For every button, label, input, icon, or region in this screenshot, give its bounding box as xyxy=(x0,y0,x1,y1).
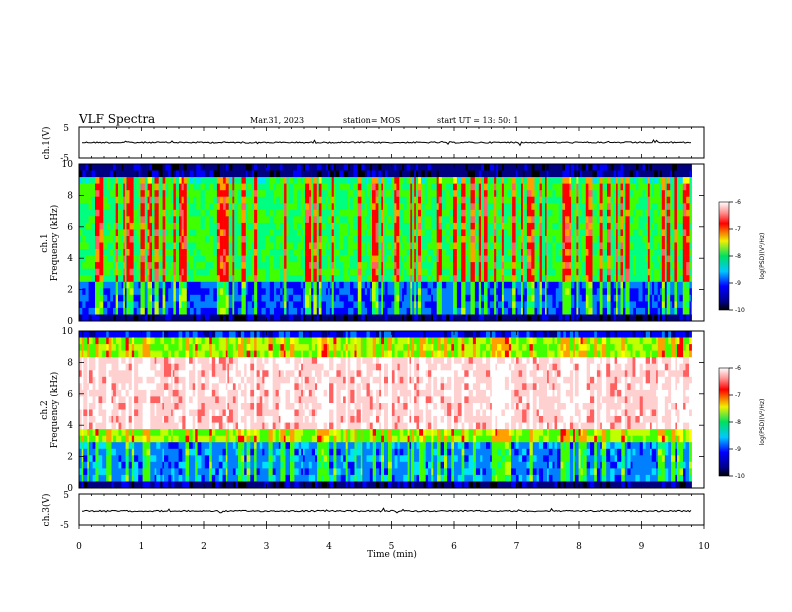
ch1-spectrogram-ytick-3: 6 xyxy=(67,223,73,233)
ch1-spectrogram-ytick-2: 4 xyxy=(67,254,73,264)
ch1-waveform-ylabel: ch.1(V) xyxy=(41,127,52,160)
ch3-waveform-panel: 5 -5 ch.3(V) xyxy=(41,491,705,531)
date-label: Mar.31, 2023 xyxy=(250,116,304,125)
ch3-waveform-ylabel: ch.3(V) xyxy=(41,494,52,527)
ch2-spectrogram-ytick-1: 2 xyxy=(67,453,73,463)
time-tick-label-3: 3 xyxy=(264,542,270,552)
ch2-spectrogram-cb-tick-3: -9 xyxy=(735,446,741,453)
ch1-spectrogram-ytick-1: 2 xyxy=(67,286,73,296)
ch1-spectrogram-cb-tick-1: -7 xyxy=(735,226,741,233)
ch2-spectrogram-cb-tick-4: -10 xyxy=(735,473,745,480)
ch1-spectrogram-cb-tick-2: -8 xyxy=(735,253,741,260)
ch2-spectrogram-ylabel: Frequency (kHz) xyxy=(49,372,60,449)
ch1-colorbar-scale xyxy=(718,201,730,311)
time-tick-label-7: 7 xyxy=(514,542,520,552)
ch2-colorbar-scale xyxy=(718,367,730,477)
ch2-spectrogram-cb-tick-0: -6 xyxy=(735,365,741,372)
ch2-colorbar-label: log(PSD)(V²/Hz) xyxy=(759,399,766,446)
ch1-spectrogram-ytick-0: 0 xyxy=(67,317,73,327)
ch1-spectrogram-ylabel-top: ch.1 xyxy=(40,233,50,252)
ch3-waveform-trace xyxy=(82,507,692,514)
ch3-ytick-top: 5 xyxy=(63,491,69,501)
ch2-spectrogram-ytick-5: 10 xyxy=(62,327,74,337)
ch1-waveform-panel: 5 -5 ch.1(V) xyxy=(41,124,705,164)
station-label: station= MOS xyxy=(343,116,400,125)
ch2-spectrogram-image xyxy=(79,331,692,489)
ch1-spectrogram-cb-tick-4: -10 xyxy=(735,307,745,314)
time-tick-label-10: 10 xyxy=(698,542,710,552)
ch1-ytick-bottom: -5 xyxy=(60,154,69,164)
time-tick-label-6: 6 xyxy=(451,542,457,552)
ch2-spectrogram-ytick-4: 8 xyxy=(67,358,73,368)
ch1-spectrogram-ytick-4: 8 xyxy=(67,191,73,201)
figure-title: VLF Spectra xyxy=(78,112,155,126)
ch1-waveform-trace xyxy=(82,139,692,147)
ch1-spectrogram-image xyxy=(79,164,692,322)
ch2-spectrogram-cb-tick-1: -7 xyxy=(735,392,741,399)
ch1-colorbar-label: log(PSD)(V²/Hz) xyxy=(759,233,766,280)
ch3-ytick-bottom: -5 xyxy=(60,521,69,531)
ch2-spectrogram-ytick-0: 0 xyxy=(67,484,73,494)
time-tick-label-4: 4 xyxy=(326,542,332,552)
ch1-spectrogram-cb-tick-3: -9 xyxy=(735,280,741,287)
ch2-spectrogram-panel: 0 2 4 6 8 10 ch.2 Frequency (kHz) xyxy=(40,327,705,494)
time-tick-label-0: 0 xyxy=(76,542,82,552)
ch2-spectrogram-cb-tick-2: -8 xyxy=(735,419,741,426)
ch2-spectrogram-ytick-3: 6 xyxy=(67,390,73,400)
ch1-spectrogram-cb-tick-0: -6 xyxy=(735,199,741,206)
time-tick-label-8: 8 xyxy=(576,542,582,552)
start-time-label: start UT = 13: 50: 1 xyxy=(437,116,518,125)
ch1-ytick-top: 5 xyxy=(63,124,69,134)
ch2-spectrogram-ylabel-top: ch.2 xyxy=(40,400,50,419)
time-tick-label-1: 1 xyxy=(139,542,145,552)
ch2-colorbar: -6 -7 -8 -9 -10 log(PSD)(V²/Hz) xyxy=(718,365,766,480)
ch2-spectrogram-ytick-2: 4 xyxy=(67,421,73,431)
time-axis-label: Time (min) xyxy=(367,549,417,560)
time-tick-label-2: 2 xyxy=(201,542,207,552)
time-axis: 0 1 2 3 4 5 6 7 8 9 10 xyxy=(76,127,710,552)
ch1-spectrogram-ytick-5: 10 xyxy=(62,160,74,170)
time-tick-label-9: 9 xyxy=(639,542,645,552)
ch3-waveform-frame xyxy=(78,493,705,526)
ch1-spectrogram-panel: 0 2 4 6 8 10 ch.1 Frequency (kHz) xyxy=(40,160,705,327)
time-tick-label-5: 5 xyxy=(389,542,395,552)
ch1-colorbar: -6 -7 -8 -9 -10 log(PSD)(V²/Hz) xyxy=(718,199,766,314)
ch1-spectrogram-ylabel: Frequency (kHz) xyxy=(49,205,60,282)
